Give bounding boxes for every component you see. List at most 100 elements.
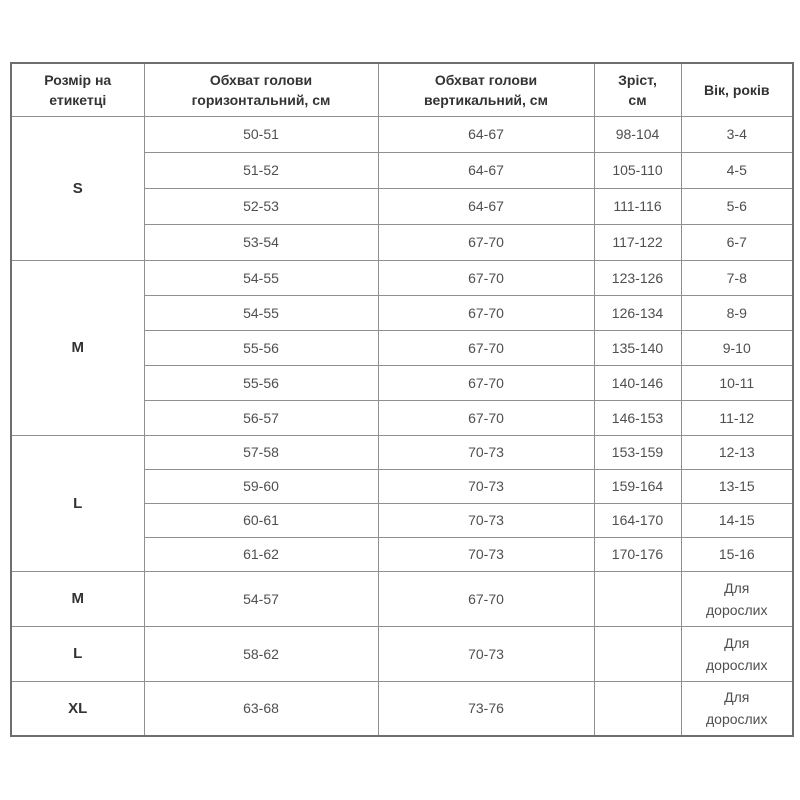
- cell-height: 140-146: [593, 364, 682, 401]
- cell-age: 6-7: [680, 223, 794, 261]
- size-cell-adult-xl: XL: [10, 680, 145, 737]
- cell-height: 170-176: [593, 536, 682, 572]
- size-chart-table: Розмір на етикетці Обхват голови горизон…: [10, 62, 794, 737]
- header-row: Розмір на етикетці Обхват голови горизон…: [10, 62, 794, 117]
- cell-age: 8-9: [680, 294, 794, 331]
- cell-horizontal: 57-58: [143, 434, 379, 470]
- cell-vertical: 64-67: [377, 187, 595, 225]
- header-line: см: [628, 91, 647, 108]
- cell-vertical: 67-70: [377, 223, 595, 261]
- cell-age: 15-16: [680, 536, 794, 572]
- cell-vertical: 64-67: [377, 115, 595, 153]
- cell-age: 11-12: [680, 399, 794, 436]
- cell-horizontal: 54-55: [143, 294, 379, 331]
- cell-vertical: 67-70: [377, 259, 595, 296]
- header-line: Зріст,: [618, 71, 657, 88]
- column-header-size-label: Розмір на етикетці: [10, 62, 145, 117]
- cell-horizontal: 63-68: [143, 680, 379, 737]
- cell-horizontal: 55-56: [143, 329, 379, 366]
- header-line: Обхват голови: [209, 71, 313, 88]
- cell-horizontal: 58-62: [143, 625, 379, 682]
- cell-height: 126-134: [593, 294, 682, 331]
- cell-age: 3-4: [680, 115, 794, 153]
- cell-height: 105-110: [593, 151, 682, 189]
- cell-height: 146-153: [593, 399, 682, 436]
- table-row: XL 63-68 73-76 Для дорослих: [10, 680, 794, 737]
- cell-vertical: 70-73: [377, 502, 595, 538]
- cell-horizontal: 53-54: [143, 223, 379, 261]
- cell-height: 164-170: [593, 502, 682, 538]
- header-line: вертикальний, см: [424, 91, 548, 108]
- cell-age: Для дорослих: [680, 570, 794, 627]
- cell-age: 12-13: [680, 434, 794, 470]
- cell-vertical: 67-70: [377, 329, 595, 366]
- table-row: 53-54 67-70 117-122 6-7: [11, 223, 794, 261]
- cell-height: [593, 570, 682, 627]
- cell-horizontal: 56-57: [143, 399, 379, 436]
- age-label: Для дорослих: [705, 579, 768, 618]
- header-line: горизонтальний, см: [191, 91, 331, 108]
- cell-vertical: 73-76: [377, 680, 595, 737]
- cell-vertical: 70-73: [377, 468, 595, 504]
- cell-vertical: 67-70: [377, 399, 595, 436]
- table-row: M 54-55 67-70 123-126 7-8: [10, 259, 794, 436]
- cell-height: 159-164: [593, 468, 682, 504]
- cell-age: Для дорослих: [680, 680, 794, 737]
- table-row: M 54-57 67-70 Для дорослих: [10, 570, 794, 627]
- size-cell-adult-m: M: [10, 570, 145, 627]
- table-row: L 57-58 70-73 153-159 12-13: [10, 434, 794, 572]
- cell-age: 13-15: [680, 468, 794, 504]
- table-row: 56-57 67-70 146-153 11-12: [11, 399, 794, 436]
- table-row: 52-53 64-67 111-116 5-6: [11, 187, 794, 225]
- table-row: L 58-62 70-73 Для дорослих: [10, 625, 794, 682]
- cell-horizontal: 61-62: [143, 536, 379, 572]
- cell-height: 98-104: [593, 115, 682, 153]
- column-header-head-circumference-horizontal: Обхват голови горизонтальний, см: [143, 62, 379, 117]
- cell-age: 14-15: [680, 502, 794, 538]
- cell-horizontal: 55-56: [143, 364, 379, 401]
- cell-horizontal: 54-55: [143, 259, 379, 296]
- cell-height: 153-159: [593, 434, 682, 470]
- cell-age: 10-11: [680, 364, 794, 401]
- cell-height: 123-126: [593, 259, 682, 296]
- cell-horizontal: 59-60: [143, 468, 379, 504]
- cell-vertical: 70-73: [377, 625, 595, 682]
- header-line: Обхват голови: [434, 71, 538, 88]
- cell-height: [593, 680, 682, 737]
- cell-age: Для дорослих: [680, 625, 794, 682]
- cell-vertical: 67-70: [377, 294, 595, 331]
- size-group-cell-m: M: [10, 259, 145, 436]
- cell-horizontal: 50-51: [143, 115, 379, 153]
- cell-height: 117-122: [593, 223, 682, 261]
- table-row: 54-55 67-70 126-134 8-9: [11, 294, 794, 331]
- table-row: 55-56 67-70 135-140 9-10: [11, 329, 794, 366]
- size-cell-adult-l: L: [10, 625, 145, 682]
- age-label: Для дорослих: [705, 689, 768, 728]
- header-line: Розмір на: [44, 71, 112, 88]
- column-header-height: Зріст, см: [593, 62, 682, 117]
- table-row: 51-52 64-67 105-110 4-5: [11, 151, 794, 189]
- cell-vertical: 70-73: [377, 536, 595, 572]
- column-header-head-circumference-vertical: Обхват голови вертикальний, см: [377, 62, 595, 117]
- cell-vertical: 67-70: [377, 364, 595, 401]
- cell-horizontal: 52-53: [143, 187, 379, 225]
- cell-vertical: 70-73: [377, 434, 595, 470]
- table-row: 55-56 67-70 140-146 10-11: [11, 364, 794, 401]
- table-row: S 50-51 64-67 98-104 3-4: [10, 115, 794, 261]
- size-group-cell-s: S: [10, 115, 145, 261]
- cell-height: 135-140: [593, 329, 682, 366]
- table-row: 59-60 70-73 159-164 13-15: [11, 468, 794, 504]
- cell-horizontal: 60-61: [143, 502, 379, 538]
- cell-height: [593, 625, 682, 682]
- cell-age: 4-5: [680, 151, 794, 189]
- cell-horizontal: 54-57: [143, 570, 379, 627]
- cell-age: 9-10: [680, 329, 794, 366]
- age-label: Для дорослих: [705, 634, 768, 673]
- header-line: Вік, років: [704, 81, 770, 98]
- column-header-age: Вік, років: [680, 62, 794, 117]
- size-group-cell-l: L: [10, 434, 145, 572]
- cell-height: 111-116: [593, 187, 682, 225]
- cell-horizontal: 51-52: [143, 151, 379, 189]
- header-line: етикетці: [49, 91, 107, 108]
